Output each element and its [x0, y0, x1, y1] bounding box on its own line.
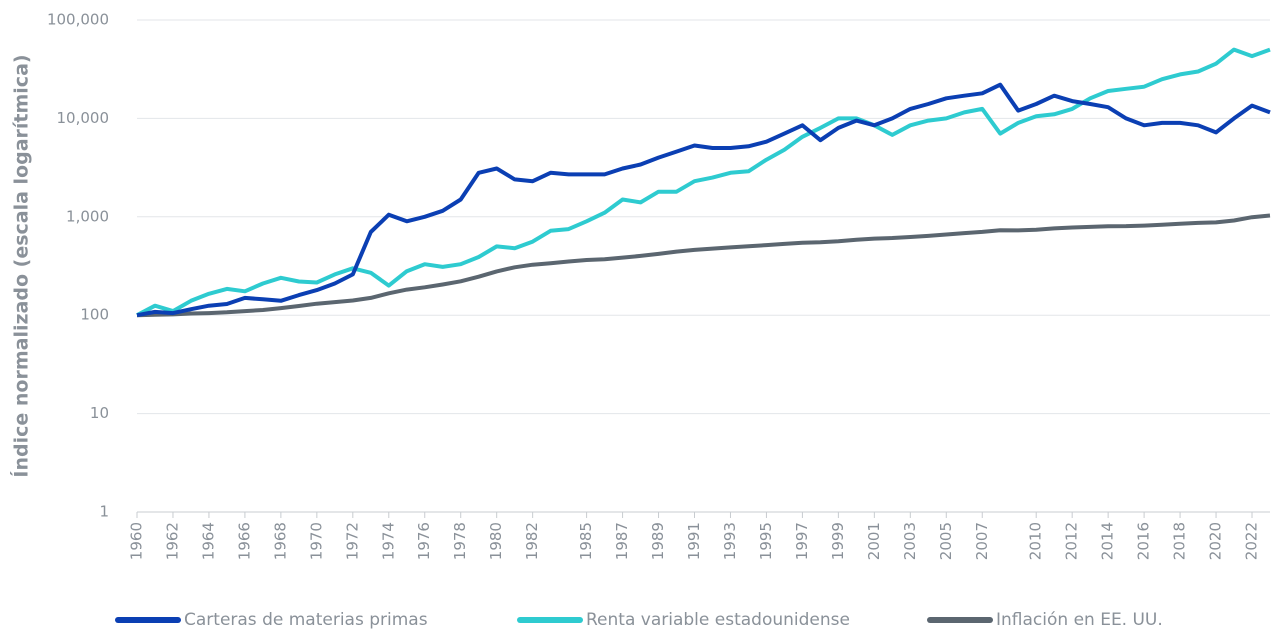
x-tick-label: 2012	[1063, 522, 1081, 560]
legend-label: Inflación en EE. UU.	[996, 610, 1163, 630]
y-tick-label: 1	[99, 503, 109, 521]
x-tick-label: 1993	[721, 522, 739, 560]
x-tick-label: 2007	[973, 522, 991, 560]
x-tick-label: 1978	[451, 522, 469, 560]
y-axis-label: Índice normalizado (escala logarítmica)	[10, 54, 33, 477]
x-tick-label: 1999	[829, 522, 847, 560]
x-tick-label: 1964	[199, 522, 217, 560]
series-line	[136, 82, 1271, 318]
x-tick-label: 2022	[1243, 522, 1261, 560]
x-tick-label: 1989	[649, 522, 667, 560]
x-tick-label: 1968	[271, 522, 289, 560]
legend-label: Carteras de materias primas	[184, 610, 428, 630]
y-tick-label: 1,000	[66, 207, 109, 225]
x-tick-label: 1982	[523, 522, 541, 560]
x-tick-label: 2014	[1099, 522, 1117, 560]
y-tick-label: 10	[90, 404, 109, 422]
x-tick-label: 2018	[1171, 522, 1189, 560]
y-tick-label: 100	[80, 306, 109, 324]
x-tick-label: 1997	[793, 522, 811, 560]
x-tick-label: 2001	[865, 522, 883, 560]
x-tick-label: 2005	[937, 522, 955, 560]
x-tick-label: 1960	[128, 522, 146, 560]
series-line	[136, 47, 1271, 317]
legend-label: Renta variable estadounidense	[586, 610, 850, 630]
x-tick-label: 1974	[379, 522, 397, 560]
series-line	[136, 213, 1271, 318]
y-tick-label: 100,000	[47, 11, 109, 29]
x-tick-label: 1980	[487, 522, 505, 560]
y-tick-label: 10,000	[57, 109, 110, 127]
x-tick-label: 1966	[235, 522, 253, 560]
x-tick-label: 1995	[757, 522, 775, 560]
x-tick-label: 1976	[415, 522, 433, 560]
x-tick-label: 2016	[1135, 522, 1153, 560]
x-tick-label: 2010	[1027, 522, 1045, 560]
x-tick-label: 1962	[163, 522, 181, 560]
x-tick-label: 1972	[343, 522, 361, 560]
x-tick-label: 1987	[613, 522, 631, 560]
x-tick-label: 2003	[901, 522, 919, 560]
x-tick-label: 2020	[1207, 522, 1225, 560]
x-tick-label: 1970	[307, 522, 325, 560]
x-tick-label: 1991	[685, 522, 703, 560]
x-tick-label: 1985	[577, 522, 595, 560]
